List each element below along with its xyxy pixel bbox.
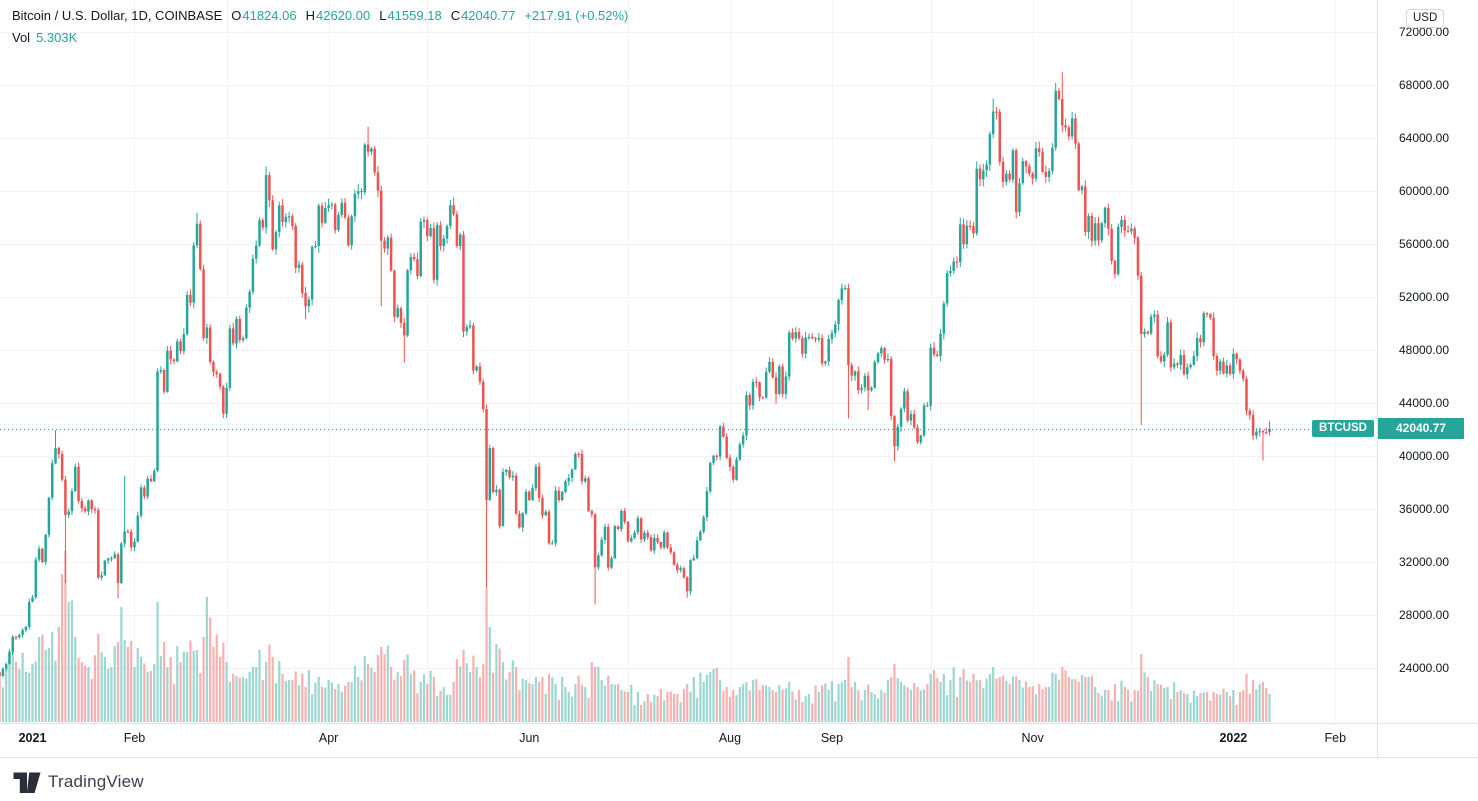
tradingview-logo-icon bbox=[13, 772, 41, 793]
price-tick-label: 44000.00 bbox=[1398, 396, 1450, 410]
price-axis[interactable]: 72000.00 68000.00 64000.00 60000.00 56000.00… bbox=[1378, 0, 1478, 757]
time-tick-label: Sep bbox=[820, 731, 844, 745]
price-tick-label: 36000.00 bbox=[1398, 502, 1450, 516]
price-tick-label: 72000.00 bbox=[1398, 25, 1450, 39]
time-tick-label: Feb bbox=[123, 731, 146, 745]
change-value: +217.91 (+0.52%) bbox=[524, 8, 629, 23]
time-tick-label: Jun bbox=[519, 731, 540, 745]
currency-chip: USD bbox=[1406, 9, 1445, 28]
volume-value: 5.303K bbox=[36, 30, 78, 45]
price-tick-label: 48000.00 bbox=[1398, 343, 1450, 357]
price-axis-badge: 42040.77 bbox=[1378, 418, 1464, 440]
price-tick-label: 60000.00 bbox=[1398, 184, 1450, 198]
time-tick-label: Feb bbox=[1324, 731, 1347, 745]
symbol-title[interactable]: Bitcoin / U.S. Dollar, 1D, COINBASE bbox=[12, 8, 223, 23]
time-tick-label: 2022 bbox=[1219, 731, 1248, 745]
ohlc-low-label: L bbox=[379, 8, 387, 23]
price-tick-label: 24000.00 bbox=[1398, 661, 1450, 675]
price-tick-label: 32000.00 bbox=[1398, 555, 1450, 569]
ohlc-close-label: C bbox=[450, 8, 461, 23]
legend: Bitcoin / U.S. Dollar, 1D, COINBASE O4182… bbox=[12, 7, 628, 46]
time-tick-label: 2021 bbox=[18, 731, 47, 745]
tradingview-logo-text: TradingView bbox=[48, 772, 144, 791]
ohlc-open-value: 41824.06 bbox=[242, 8, 297, 23]
ohlc-low-value: 41559.18 bbox=[387, 8, 442, 23]
time-tick-label: Apr bbox=[318, 731, 339, 745]
price-tick-label: 56000.00 bbox=[1398, 237, 1450, 251]
symbol-price-badge: BTCUSD bbox=[1312, 420, 1374, 438]
ohlc-high-value: 42620.00 bbox=[315, 8, 371, 23]
legend-row-volume: Vol 5.303K bbox=[12, 29, 628, 46]
time-tick-label: Aug bbox=[718, 731, 742, 745]
ohlc-open-label: O bbox=[231, 8, 242, 23]
price-tick-label: 64000.00 bbox=[1398, 131, 1450, 145]
price-tick-label: 68000.00 bbox=[1398, 78, 1450, 92]
ohlc-high-label: H bbox=[305, 8, 315, 23]
price-tick-label: 40000.00 bbox=[1398, 449, 1450, 463]
legend-row-main: Bitcoin / U.S. Dollar, 1D, COINBASE O4182… bbox=[12, 7, 628, 24]
time-axis[interactable]: 2021 Feb Apr Jun Aug Sep Nov 2022 Feb bbox=[0, 724, 1377, 757]
time-tick-label: Nov bbox=[1021, 731, 1044, 745]
tradingview-attribution[interactable]: TradingView bbox=[13, 768, 144, 796]
price-tick-label: 52000.00 bbox=[1398, 290, 1450, 304]
ohlc-close-value: 42040.77 bbox=[461, 8, 516, 23]
volume-label: Vol bbox=[12, 30, 31, 45]
price-tick-label: 28000.00 bbox=[1398, 608, 1450, 622]
